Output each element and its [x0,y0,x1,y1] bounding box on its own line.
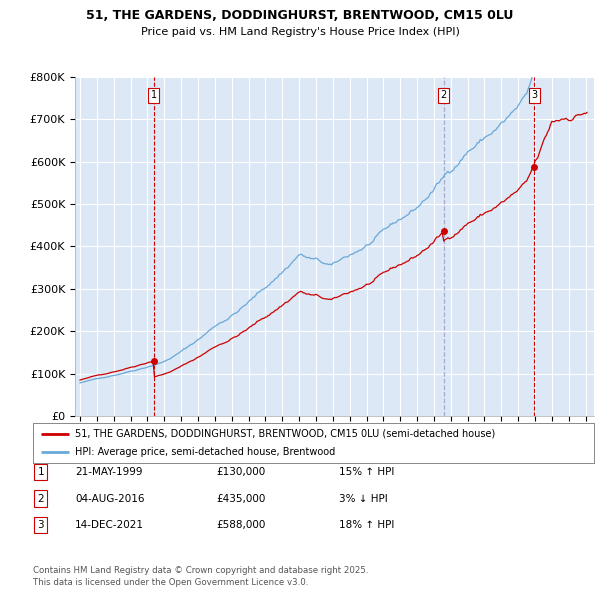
Text: 2: 2 [441,90,447,100]
Text: 2: 2 [37,494,44,503]
Text: 51, THE GARDENS, DODDINGHURST, BRENTWOOD, CM15 0LU: 51, THE GARDENS, DODDINGHURST, BRENTWOOD… [86,9,514,22]
Text: £130,000: £130,000 [216,467,265,477]
Text: 15% ↑ HPI: 15% ↑ HPI [339,467,394,477]
Text: £588,000: £588,000 [216,520,265,530]
Text: Price paid vs. HM Land Registry's House Price Index (HPI): Price paid vs. HM Land Registry's House … [140,27,460,37]
Text: Contains HM Land Registry data © Crown copyright and database right 2025.
This d: Contains HM Land Registry data © Crown c… [33,566,368,587]
Text: HPI: Average price, semi-detached house, Brentwood: HPI: Average price, semi-detached house,… [75,447,335,457]
Text: 1: 1 [151,90,157,100]
Text: 51, THE GARDENS, DODDINGHURST, BRENTWOOD, CM15 0LU (semi-detached house): 51, THE GARDENS, DODDINGHURST, BRENTWOOD… [75,429,496,439]
Text: 1: 1 [37,467,44,477]
Text: 3: 3 [37,520,44,530]
Text: 3% ↓ HPI: 3% ↓ HPI [339,494,388,503]
Text: 14-DEC-2021: 14-DEC-2021 [75,520,144,530]
Text: £435,000: £435,000 [216,494,265,503]
Text: 3: 3 [531,90,537,100]
Text: 21-MAY-1999: 21-MAY-1999 [75,467,143,477]
Text: 18% ↑ HPI: 18% ↑ HPI [339,520,394,530]
Text: 04-AUG-2016: 04-AUG-2016 [75,494,145,503]
